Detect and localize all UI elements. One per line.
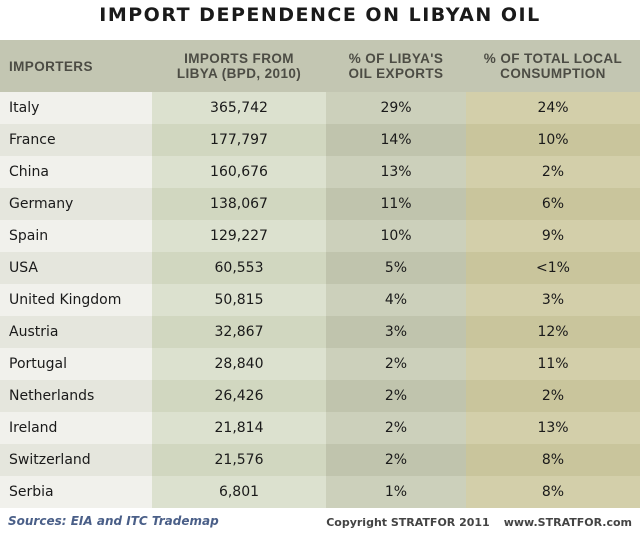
imports-cell: 32,867 xyxy=(152,316,326,348)
share-consumption-cell: 3% xyxy=(466,284,640,316)
table-header: IMPORTERS IMPORTS FROM LIBYA (BPD, 2010)… xyxy=(0,40,640,92)
share-consumption-cell: 11% xyxy=(466,348,640,380)
header-share-consumption: % OF TOTAL LOCAL CONSUMPTION xyxy=(466,40,640,92)
table-row: United Kingdom 50,815 4% 3% xyxy=(0,284,640,316)
header-share-exports-line1: % OF LIBYA'S xyxy=(348,51,444,66)
importer-cell: United Kingdom xyxy=(0,284,152,316)
table-row: Serbia 6,801 1% 8% xyxy=(0,476,640,508)
share-consumption-cell: 2% xyxy=(466,156,640,188)
chart-title: IMPORT DEPENDENCE ON LIBYAN OIL xyxy=(99,4,541,26)
header-imports-line2: LIBYA (BPD, 2010) xyxy=(176,66,302,81)
table-row: China 160,676 13% 2% xyxy=(0,156,640,188)
share-consumption-cell: 6% xyxy=(466,188,640,220)
share-consumption-cell: 8% xyxy=(466,444,640,476)
header-share-exports-line2: OIL EXPORTS xyxy=(348,66,444,81)
importer-cell: Netherlands xyxy=(0,380,152,412)
imports-cell: 177,797 xyxy=(152,124,326,156)
imports-cell: 129,227 xyxy=(152,220,326,252)
share-consumption-cell: 12% xyxy=(466,316,640,348)
header-importers-label: IMPORTERS xyxy=(9,58,93,74)
share-exports-cell: 5% xyxy=(326,252,466,284)
table-row: Netherlands 26,426 2% 2% xyxy=(0,380,640,412)
imports-cell: 365,742 xyxy=(152,92,326,124)
share-exports-cell: 1% xyxy=(326,476,466,508)
share-exports-cell: 10% xyxy=(326,220,466,252)
share-exports-cell: 2% xyxy=(326,348,466,380)
importer-cell: France xyxy=(0,124,152,156)
importer-cell: Austria xyxy=(0,316,152,348)
importer-cell: Spain xyxy=(0,220,152,252)
header-imports: IMPORTS FROM LIBYA (BPD, 2010) xyxy=(152,40,326,92)
table-row: Spain 129,227 10% 9% xyxy=(0,220,640,252)
imports-cell: 50,815 xyxy=(152,284,326,316)
table-row: Italy 365,742 29% 24% xyxy=(0,92,640,124)
imports-cell: 21,814 xyxy=(152,412,326,444)
imports-cell: 26,426 xyxy=(152,380,326,412)
table-row: Portugal 28,840 2% 11% xyxy=(0,348,640,380)
table-row: France 177,797 14% 10% xyxy=(0,124,640,156)
header-share-consumption-line2: CONSUMPTION xyxy=(500,66,606,81)
share-exports-cell: 29% xyxy=(326,92,466,124)
imports-cell: 6,801 xyxy=(152,476,326,508)
imports-cell: 160,676 xyxy=(152,156,326,188)
share-exports-cell: 3% xyxy=(326,316,466,348)
importer-cell: China xyxy=(0,156,152,188)
imports-cell: 138,067 xyxy=(152,188,326,220)
importer-cell: Italy xyxy=(0,92,152,124)
header-imports-line1: IMPORTS FROM xyxy=(184,51,294,66)
share-exports-cell: 2% xyxy=(326,412,466,444)
copyright-text: Copyright STRATFOR 2011 xyxy=(326,516,490,529)
imports-cell: 21,576 xyxy=(152,444,326,476)
share-consumption-cell: 13% xyxy=(466,412,640,444)
share-exports-cell: 2% xyxy=(326,444,466,476)
header-importers: IMPORTERS xyxy=(0,40,152,92)
imports-cell: 28,840 xyxy=(152,348,326,380)
importer-cell: Ireland xyxy=(0,412,152,444)
importer-cell: Switzerland xyxy=(0,444,152,476)
footer-credits: Copyright STRATFOR 2011 www.STRATFOR.com xyxy=(326,516,632,529)
header-share-exports: % OF LIBYA'S OIL EXPORTS xyxy=(326,40,466,92)
share-consumption-cell: 8% xyxy=(466,476,640,508)
share-consumption-cell: 2% xyxy=(466,380,640,412)
importer-cell: Serbia xyxy=(0,476,152,508)
table-row: Austria 32,867 3% 12% xyxy=(0,316,640,348)
table-row: USA 60,553 5% <1% xyxy=(0,252,640,284)
importer-cell: Germany xyxy=(0,188,152,220)
share-exports-cell: 14% xyxy=(326,124,466,156)
share-consumption-cell: 10% xyxy=(466,124,640,156)
imports-cell: 60,553 xyxy=(152,252,326,284)
table-row: Ireland 21,814 2% 13% xyxy=(0,412,640,444)
table-row: Germany 138,067 11% 6% xyxy=(0,188,640,220)
table-row: Switzerland 21,576 2% 8% xyxy=(0,444,640,476)
table-body: Italy 365,742 29% 24% France 177,797 14% 10% Chi… xyxy=(0,92,640,508)
share-consumption-cell: 9% xyxy=(466,220,640,252)
header-share-consumption-line1: % OF TOTAL LOCAL xyxy=(483,51,623,66)
share-exports-cell: 2% xyxy=(326,380,466,412)
share-exports-cell: 4% xyxy=(326,284,466,316)
website-link[interactable]: www.STRATFOR.com xyxy=(503,516,632,529)
share-consumption-cell: 24% xyxy=(466,92,640,124)
importer-cell: Portugal xyxy=(0,348,152,380)
sources-note: Sources: EIA and ITC Trademap xyxy=(8,514,219,528)
importer-cell: USA xyxy=(0,252,152,284)
share-consumption-cell: <1% xyxy=(466,252,640,284)
share-exports-cell: 11% xyxy=(326,188,466,220)
share-exports-cell: 13% xyxy=(326,156,466,188)
